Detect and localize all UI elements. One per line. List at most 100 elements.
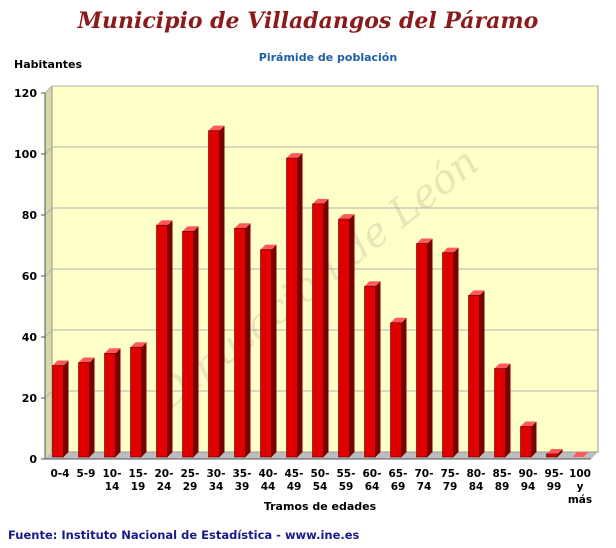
- source-note: Fuente: Instituto Nacional de Estadístic…: [8, 528, 360, 542]
- bar-side: [115, 348, 121, 457]
- bar: [156, 220, 173, 458]
- bar-side: [453, 247, 459, 457]
- bar-top: [208, 125, 225, 131]
- bar-front: [182, 231, 194, 458]
- page-title: Municipio de Villadangos del Páramo: [77, 8, 539, 34]
- x-tick-label: 100 y más: [568, 468, 592, 506]
- y-tick-label: 40: [22, 331, 38, 344]
- bar-front: [156, 224, 168, 458]
- bar-side: [349, 214, 355, 457]
- bar: [52, 360, 69, 458]
- bar-front: [286, 157, 298, 458]
- bar-front: [234, 227, 246, 458]
- bar-front: [520, 426, 532, 458]
- y-tick-label: 120: [14, 87, 37, 100]
- x-tick-label: 25-29: [181, 468, 200, 493]
- x-tick-label: 55-59: [337, 468, 356, 493]
- bar-side: [375, 281, 381, 457]
- x-tick-label: 10-14: [103, 468, 122, 493]
- x-tick-label: 90-94: [519, 468, 538, 493]
- bar: [338, 214, 355, 458]
- bar-side: [297, 153, 303, 457]
- bar-side: [401, 317, 407, 457]
- bar: [260, 244, 277, 458]
- x-axis-label: Tramos de edades: [263, 500, 377, 513]
- x-tick-label: 15-19: [129, 468, 148, 493]
- gridline-depth: [44, 207, 53, 216]
- bar-top: [364, 281, 381, 287]
- x-tick-label: 40-44: [259, 468, 278, 493]
- bar-top: [52, 360, 69, 366]
- bar-top: [468, 290, 485, 296]
- x-tick-label: 0-4: [51, 468, 70, 480]
- y-tick-label: 100: [14, 148, 37, 161]
- x-tick-label: 85-89: [493, 468, 512, 493]
- y-tick-label: 60: [22, 270, 38, 283]
- bar: [494, 363, 511, 458]
- bar-front: [338, 218, 350, 458]
- bar: [468, 290, 485, 458]
- x-tick-label: 30-34: [207, 468, 226, 493]
- x-tick-label: 75-79: [441, 468, 460, 493]
- bar-top: [260, 244, 277, 250]
- bar: [104, 348, 121, 458]
- bar-top: [104, 348, 121, 354]
- bar-front: [208, 130, 220, 458]
- bar-top: [312, 198, 329, 204]
- bar-top: [416, 238, 433, 244]
- bar-top: [234, 223, 251, 229]
- bar: [520, 421, 537, 458]
- bar-side: [557, 448, 563, 457]
- bar-top: [182, 226, 199, 232]
- bar-front: [260, 249, 272, 458]
- bar: [208, 125, 225, 458]
- bar-side: [271, 244, 277, 457]
- bar: [546, 448, 563, 458]
- bar-front: [546, 453, 558, 458]
- bar-top: [520, 421, 537, 427]
- x-tick-label: 50-54: [311, 468, 330, 493]
- x-tick-label: 20-24: [155, 468, 174, 493]
- bar: [416, 238, 433, 458]
- bar-front: [52, 365, 64, 458]
- bar-front: [416, 243, 428, 458]
- x-tick-label: 70-74: [415, 468, 434, 493]
- bar-side: [323, 198, 329, 457]
- y-tick-label: 80: [22, 209, 38, 222]
- bar-side: [167, 220, 173, 457]
- x-tick-label: 35-39: [233, 468, 252, 493]
- bar-side: [219, 125, 225, 458]
- bar-front: [312, 203, 324, 458]
- bar-top: [130, 342, 147, 348]
- bar-side: [505, 363, 511, 457]
- bar-front: [494, 368, 506, 458]
- bar-front: [390, 322, 402, 458]
- bar-front: [442, 252, 454, 458]
- bar-top: [390, 317, 407, 323]
- y-tick-label: 20: [22, 392, 38, 405]
- bar-top: [78, 357, 95, 363]
- gridline-depth: [44, 85, 53, 94]
- bar-side: [193, 226, 199, 457]
- x-tick-label: 60-64: [363, 468, 382, 493]
- bar-side: [531, 421, 537, 457]
- bar: [364, 281, 381, 458]
- bar-front: [130, 346, 142, 458]
- bar-side: [479, 290, 485, 457]
- bar-side: [245, 223, 251, 457]
- bar-top: [546, 448, 563, 454]
- bar: [78, 357, 95, 458]
- gridline-depth: [44, 146, 53, 155]
- bar-front: [364, 285, 376, 458]
- y-tick-label: 0: [29, 453, 37, 466]
- bar-side: [141, 342, 147, 457]
- bar: [390, 317, 407, 458]
- bar-side: [63, 360, 69, 457]
- bar-front: [468, 295, 480, 458]
- bar: [286, 153, 303, 458]
- bar-top: [338, 214, 355, 220]
- bar-side: [89, 357, 95, 457]
- bar-top: [494, 363, 511, 369]
- x-tick-label: 80-84: [467, 468, 486, 493]
